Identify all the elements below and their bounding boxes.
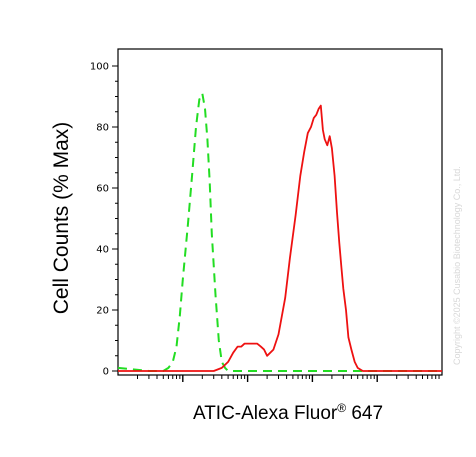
series-layer — [117, 92, 442, 372]
tick-layer: 0 20 40 60 80 100 — [90, 62, 440, 382]
series-line-2 — [118, 104, 442, 372]
y-tick-label: 20 — [96, 306, 109, 317]
y-tick-label: 100 — [90, 62, 109, 73]
y-axis-title: Cell Counts (% Max) — [50, 122, 73, 315]
x-axis-title-main: ATIC-Alexa Fluor — [193, 403, 338, 424]
x-axis-title-super: ® — [337, 401, 346, 415]
plot-frame — [117, 48, 443, 376]
x-axis-title-tail: 647 — [346, 403, 383, 424]
y-tick-label: 0 — [103, 367, 109, 378]
x-axis-title: ATIC-Alexa Fluor® 647 — [193, 401, 383, 424]
axes — [117, 48, 443, 376]
series-line-1 — [117, 92, 442, 372]
y-tick-label: 40 — [96, 245, 109, 256]
y-tick-label: 80 — [96, 123, 109, 134]
y-tick-label: 60 — [96, 184, 109, 195]
watermark: Copyright ©2025 Cusabio Biotechnology Co… — [452, 166, 462, 365]
